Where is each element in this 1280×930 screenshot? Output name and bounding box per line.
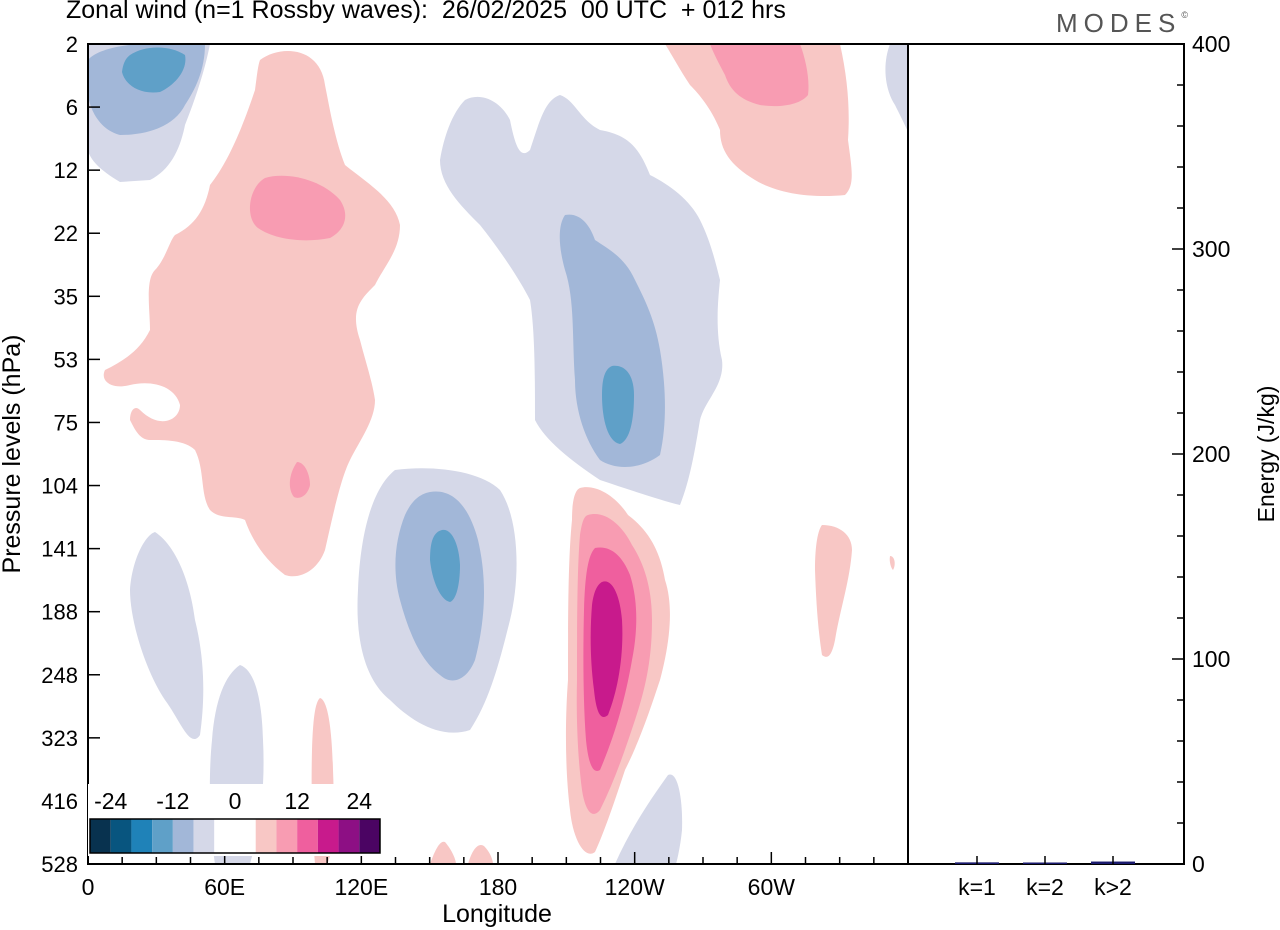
contour-neg-bottom-mid: [615, 774, 683, 864]
energy-category-label: k>2: [1094, 874, 1132, 900]
y-tick-label: 6: [66, 95, 78, 120]
y-tick-label: 53: [54, 347, 78, 372]
energy-category-label: k=1: [958, 874, 996, 900]
energy-panel-frame: [907, 43, 1185, 865]
energy-axis: 0 100 200 300 400: [1172, 31, 1230, 877]
x-tick-label: 180: [479, 874, 517, 900]
y-tick-label: 248: [41, 663, 78, 688]
y-tick-label: 141: [41, 537, 78, 562]
y-tick-label: 2: [66, 32, 78, 57]
colorbar-swatch: [193, 819, 215, 853]
contour-neg12-upper-mid: [559, 214, 665, 467]
contour-pos12-spot: [289, 462, 310, 498]
colorbar-swatch: [255, 819, 277, 853]
x-tick-label: 60W: [748, 874, 796, 900]
colorbar-swatch: [90, 819, 111, 853]
y-tick-label: 75: [54, 410, 78, 435]
energy-tick-label: 400: [1192, 31, 1230, 57]
colorbar-swatch: [172, 819, 194, 853]
colorbar-tick-label: -12: [156, 788, 189, 814]
colorbar-tick-label: 12: [284, 788, 310, 814]
y-axis-label: Pressure levels (hPa): [0, 335, 26, 574]
colorbar-swatch: [276, 819, 298, 853]
contour-pos12-main: [249, 175, 346, 241]
x-tick-label: 0: [82, 874, 95, 900]
colorbar-swatch: [235, 819, 256, 853]
x-axis-label: Longitude: [442, 900, 552, 928]
contour-pos24-center: [590, 581, 623, 718]
x-tick-label: 120E: [334, 874, 388, 900]
colorbar-swatch: [110, 819, 132, 853]
chart-title: Zonal wind (n=1 Rossby waves): 26/02/202…: [66, 0, 786, 24]
colorbar-swatch: [338, 819, 360, 853]
contour-pos12-topright: [710, 44, 809, 107]
logo-text: MODES: [1056, 8, 1182, 38]
y-tick-label: 188: [41, 600, 78, 625]
colorbar-swatch: [214, 819, 235, 853]
y-tick-label: 528: [41, 852, 78, 877]
contour-pos-right-spot: [889, 556, 895, 570]
contour-neg18-lower-mid: [430, 529, 460, 602]
colorbar-swatch: [317, 819, 339, 853]
energy-category-label: k=2: [1026, 874, 1064, 900]
x-tick-label: 120W: [605, 874, 665, 900]
energy-tick-label: 300: [1192, 236, 1230, 262]
y-tick-label: 22: [54, 221, 78, 246]
contour-neg18-topleft: [122, 47, 186, 93]
y-axis: 2 6 12 22 35 53 75 104 141 188 248 323 416 528: [41, 32, 100, 877]
contour-pos-bottom-b: [468, 844, 493, 864]
wind-contour-field: [88, 44, 908, 864]
contour-neg18-upper-mid: [602, 365, 634, 444]
energy-tick-label: 200: [1192, 441, 1230, 467]
y-tick-label: 323: [41, 726, 78, 751]
y-tick-label: 12: [54, 158, 78, 183]
energy-axis-label: Energy (J/kg): [1253, 386, 1279, 523]
contour-neg-left-low: [130, 532, 204, 740]
contour-pos-main: [103, 51, 400, 577]
energy-bars: k=1 k=2 k>2: [955, 856, 1135, 900]
colorbar-swatch: [131, 819, 153, 853]
y-tick-label: 416: [41, 789, 78, 814]
colorbar-swatch: [152, 819, 173, 853]
colorbar-swatch: [359, 819, 380, 853]
x-axis: 0 60E 120E 180 120W 60W: [82, 852, 875, 900]
energy-tick-label: 100: [1192, 646, 1230, 672]
energy-tick-label: 0: [1192, 851, 1205, 877]
x-tick-label: 60E: [204, 874, 245, 900]
colorbar-legend: -24 -12 0 12 24: [88, 784, 382, 856]
contour-neg-top-right-edge: [885, 44, 908, 132]
contour-pos-right: [815, 525, 852, 657]
colorbar-tick-label: 0: [229, 788, 242, 814]
modes-logo: MODES©: [1056, 8, 1188, 38]
colorbar-tick-label: -24: [94, 788, 127, 814]
y-tick-label: 35: [54, 284, 78, 309]
contour-pos-bottom-a: [430, 841, 456, 864]
colorbar-swatch: [297, 819, 318, 853]
colorbar-tick-label: 24: [346, 788, 372, 814]
colorbar-border: [89, 818, 381, 854]
y-tick-label: 104: [41, 474, 78, 499]
